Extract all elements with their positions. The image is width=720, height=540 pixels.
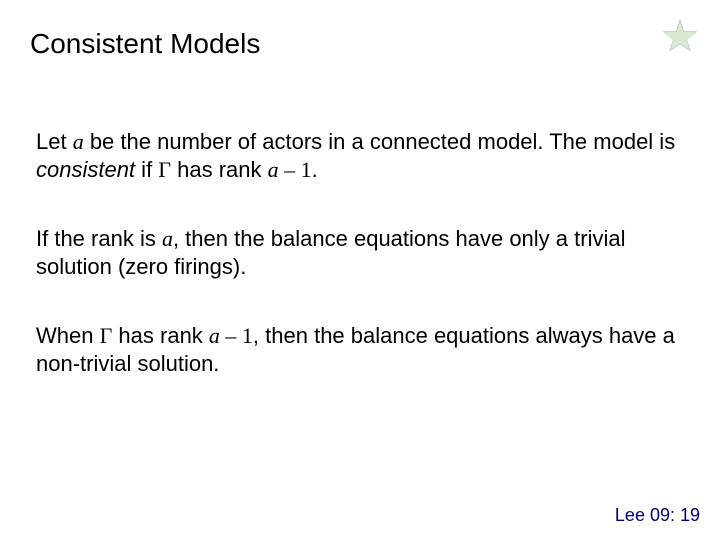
emph-consistent: consistent xyxy=(36,157,135,182)
num-1: 1 xyxy=(301,157,312,182)
num-1: 1 xyxy=(242,323,253,348)
var-a: a xyxy=(73,129,84,154)
text: If the rank is xyxy=(36,226,162,251)
text: . xyxy=(312,157,318,182)
star-icon xyxy=(662,18,698,54)
text: – xyxy=(279,157,301,182)
text: if xyxy=(135,157,158,182)
text: Let xyxy=(36,129,73,154)
var-a: a xyxy=(209,323,220,348)
slide-footer: Lee 09: 19 xyxy=(615,505,700,526)
text: – xyxy=(220,323,242,348)
paragraph-3: When Γ has rank a – 1, then the balance … xyxy=(36,322,676,377)
sym-gamma: Γ xyxy=(100,323,113,348)
text: has rank xyxy=(171,157,268,182)
sym-gamma: Γ xyxy=(158,157,171,182)
body-text: Let a be the number of actors in a conne… xyxy=(36,128,676,419)
page-title: Consistent Models xyxy=(30,28,260,60)
paragraph-1: Let a be the number of actors in a conne… xyxy=(36,128,676,183)
slide: Consistent Models Let a be the number of… xyxy=(0,0,720,540)
var-a: a xyxy=(162,226,173,251)
var-a: a xyxy=(268,157,279,182)
paragraph-2: If the rank is a, then the balance equat… xyxy=(36,225,676,280)
text: be the number of actors in a connected m… xyxy=(84,129,676,154)
text: When xyxy=(36,323,100,348)
text: has rank xyxy=(112,323,209,348)
